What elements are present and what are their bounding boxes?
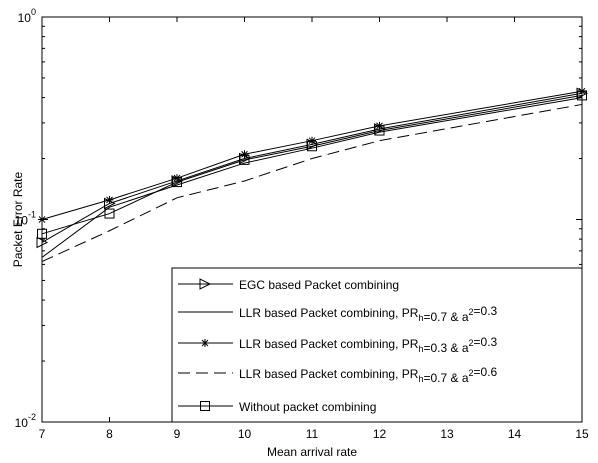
y-tick-label: 10-2 xyxy=(15,412,36,430)
square-marker xyxy=(239,154,250,165)
x-tick-label: 12 xyxy=(373,427,387,441)
y-axis-label: Packet Error Rate xyxy=(11,171,25,267)
series-line-2 xyxy=(41,97,583,258)
legend-box xyxy=(171,267,583,423)
x-tick-label: 7 xyxy=(39,427,46,441)
y-tick-label: 100 xyxy=(18,7,36,25)
x-tick-label: 8 xyxy=(106,427,113,441)
star-marker xyxy=(201,339,209,347)
square-marker xyxy=(172,177,182,188)
legend-label-2: LLR based Packet combining, PRh=0.7 & a2… xyxy=(239,304,498,324)
square-marker xyxy=(104,208,115,219)
x-tick-label: 15 xyxy=(575,427,589,441)
x-tick-label: 11 xyxy=(306,427,319,441)
star-marker xyxy=(240,150,249,159)
star-marker xyxy=(105,195,114,204)
square-marker xyxy=(307,141,317,152)
x-tick-label: 10 xyxy=(238,427,252,441)
series-line-5 xyxy=(41,94,583,235)
x-tick-label: 14 xyxy=(508,427,522,441)
series-group xyxy=(36,87,589,262)
x-axis-label: Mean arrival rate xyxy=(267,445,357,459)
y-tick-label: 10-1 xyxy=(15,210,36,228)
square-marker xyxy=(200,401,210,411)
ticks-group: 7 8 9 10 11 12 13 14 15 10-2 10-1 100 xyxy=(15,7,589,441)
square-marker xyxy=(374,125,385,136)
x-tick-label: 9 xyxy=(174,427,181,441)
legend-label-1: EGC based Packet combining xyxy=(239,278,399,292)
triangle-marker xyxy=(199,278,212,290)
legend-label-5: Without packet combining xyxy=(239,400,376,414)
star-marker xyxy=(173,174,181,183)
star-marker xyxy=(308,136,316,145)
x-tick-label: 13 xyxy=(440,427,454,441)
legend-label-3: LLR based Packet combining, PRh=0.3 & a2… xyxy=(239,335,498,355)
legend: EGC based Packet combining LLR based Pack… xyxy=(171,267,583,423)
legend-label-4: LLR based Packet combining, PRh=0.7 & a2… xyxy=(239,365,498,385)
series-line-4 xyxy=(41,103,583,262)
